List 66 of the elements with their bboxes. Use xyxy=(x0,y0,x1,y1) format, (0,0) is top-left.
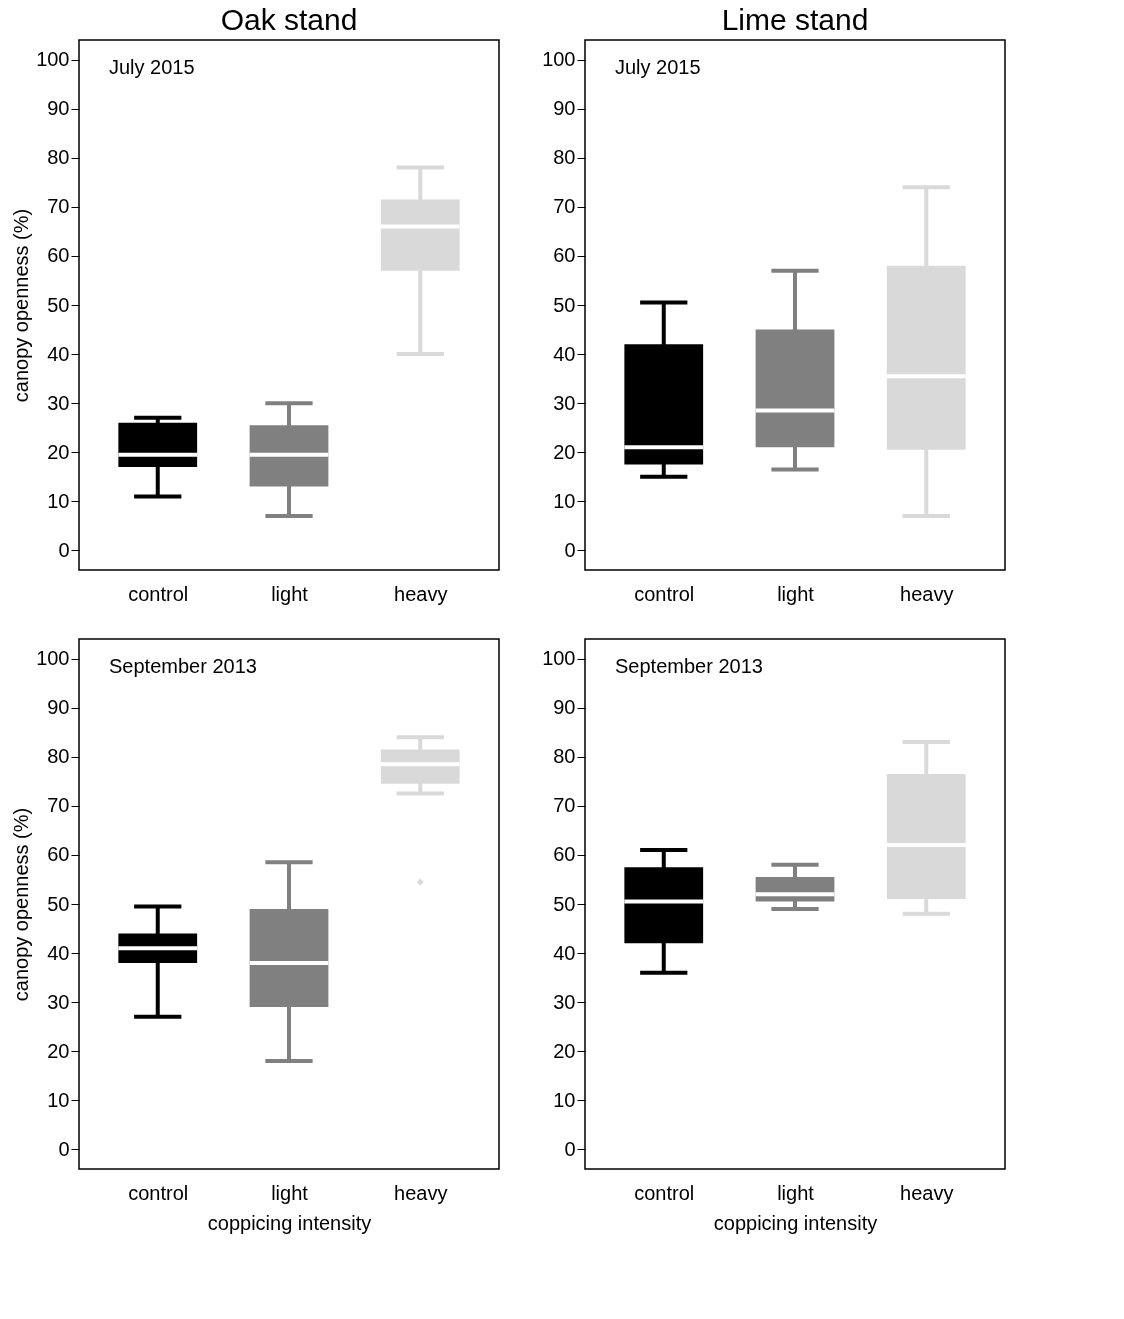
y-tick-label: 0 xyxy=(58,538,70,561)
x-tick-label: control xyxy=(634,1181,695,1204)
y-tick-label: 80 xyxy=(553,745,576,768)
x-tick-label: heavy xyxy=(900,1181,954,1204)
x-tick-label: control xyxy=(128,582,189,605)
y-tick-label: 90 xyxy=(47,97,70,120)
annotation: July 2015 xyxy=(109,56,195,78)
x-tick-label: control xyxy=(634,582,695,605)
x-tick-label: light xyxy=(271,1181,309,1204)
y-tick-label: 0 xyxy=(564,1137,576,1160)
y-tick-label: 50 xyxy=(553,892,576,915)
y-tick-label: 10 xyxy=(47,1088,70,1111)
y-tick-label: 30 xyxy=(47,391,70,414)
x-tick-label: light xyxy=(777,582,815,605)
chart-title: Oak stand xyxy=(220,3,358,36)
y-axis-title: canopy openness (%) xyxy=(10,807,33,1002)
y-tick-label: 60 xyxy=(47,244,70,267)
y-axis-title: canopy openness (%) xyxy=(10,208,33,403)
y-tick-label: 80 xyxy=(47,745,70,768)
y-tick-label: 10 xyxy=(47,489,70,512)
x-tick-label: light xyxy=(777,1181,815,1204)
y-tick-label: 40 xyxy=(47,941,70,964)
annotation: September 2013 xyxy=(615,655,763,677)
y-tick-label: 40 xyxy=(553,342,576,365)
y-tick-label: 100 xyxy=(36,48,70,71)
x-tick-label: heavy xyxy=(900,582,954,605)
y-tick-label: 70 xyxy=(553,794,576,817)
y-tick-label: 40 xyxy=(47,342,70,365)
y-tick-label: 60 xyxy=(47,843,70,866)
y-tick-label: 30 xyxy=(553,391,576,414)
x-tick-label: heavy xyxy=(394,582,448,605)
y-tick-label: 70 xyxy=(47,794,70,817)
x-axis-title: coppicing intensity xyxy=(207,1211,372,1234)
y-tick-label: 100 xyxy=(36,647,70,670)
y-tick-label: 50 xyxy=(553,293,576,316)
y-tick-label: 20 xyxy=(553,1039,576,1062)
y-tick-label: 30 xyxy=(553,990,576,1013)
y-tick-label: 20 xyxy=(553,440,576,463)
y-tick-label: 30 xyxy=(47,990,70,1013)
y-tick-label: 70 xyxy=(553,195,576,218)
chart-title: Lime stand xyxy=(721,3,869,36)
y-tick-label: 100 xyxy=(542,647,576,670)
y-tick-label: 50 xyxy=(47,293,70,316)
x-tick-label: control xyxy=(128,1181,189,1204)
x-tick-label: light xyxy=(271,582,309,605)
y-tick-label: 60 xyxy=(553,244,576,267)
y-tick-label: 100 xyxy=(542,48,576,71)
y-tick-label: 50 xyxy=(47,892,70,915)
x-axis-title: coppicing intensity xyxy=(713,1211,878,1234)
y-tick-label: 40 xyxy=(553,941,576,964)
y-tick-label: 80 xyxy=(553,146,576,169)
y-tick-label: 10 xyxy=(553,1088,576,1111)
x-tick-label: heavy xyxy=(394,1181,448,1204)
y-tick-label: 90 xyxy=(553,97,576,120)
y-tick-label: 0 xyxy=(564,538,576,561)
y-tick-label: 0 xyxy=(58,1137,70,1160)
y-tick-label: 60 xyxy=(553,843,576,866)
y-tick-label: 10 xyxy=(553,489,576,512)
y-tick-label: 80 xyxy=(47,146,70,169)
annotation: September 2013 xyxy=(109,655,257,677)
annotation: July 2015 xyxy=(615,56,701,78)
y-tick-label: 90 xyxy=(553,696,576,719)
y-tick-label: 70 xyxy=(47,195,70,218)
y-tick-label: 20 xyxy=(47,1039,70,1062)
y-tick-label: 90 xyxy=(47,696,70,719)
y-tick-label: 20 xyxy=(47,440,70,463)
